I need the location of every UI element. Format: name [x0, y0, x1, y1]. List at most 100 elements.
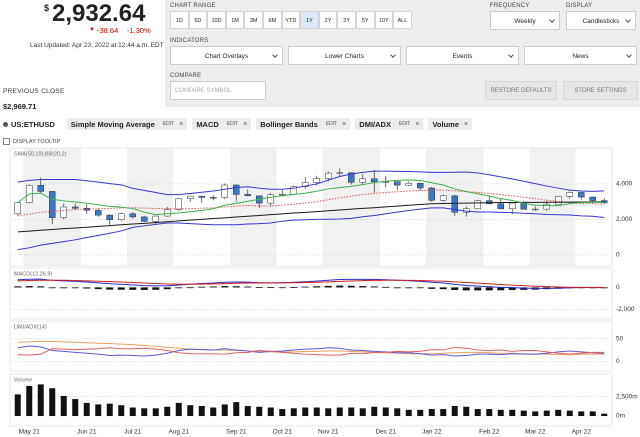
- study-remove[interactable]: ×: [464, 120, 469, 128]
- range-button[interactable]: 10Y: [374, 11, 394, 29]
- volume-bar: [164, 406, 171, 416]
- study-remove[interactable]: ×: [179, 120, 184, 128]
- study-name: Volume: [432, 119, 459, 129]
- indicator-label: News: [572, 53, 589, 60]
- range-button[interactable]: 6M: [262, 11, 282, 29]
- volume-bar: [302, 407, 309, 416]
- histogram-bar: [474, 287, 482, 291]
- histogram-bar: [520, 287, 528, 290]
- range-button[interactable]: 1D: [170, 11, 189, 29]
- last-updated: Last Updated: Apr 23, 2022 at 12:44 a.m.…: [30, 42, 164, 49]
- indicator-line: [17, 179, 605, 216]
- candle-body: [555, 196, 562, 205]
- histogram-bar: [209, 286, 217, 288]
- candle-body: [325, 172, 332, 179]
- compare-label: COMPARE: [170, 73, 202, 79]
- study-edit[interactable]: EDIT: [325, 121, 338, 127]
- candle-body: [336, 172, 343, 174]
- candle-body: [371, 178, 378, 183]
- histogram-bar: [428, 287, 436, 289]
- compare-input[interactable]: COMPARE SYMBOL: [170, 81, 266, 100]
- range-button[interactable]: 5Y: [355, 11, 375, 29]
- volume-bar: [198, 405, 205, 416]
- histogram-bar: [186, 287, 194, 289]
- volume-bar: [106, 403, 113, 416]
- frequency-dropdown[interactable]: Weekly: [490, 11, 560, 30]
- button-label: RESTORE DEFAULTS: [490, 88, 552, 94]
- indicator-dropdowns: Chart Overlays Lower Charts Events News: [170, 46, 637, 65]
- panel-frame: [9, 147, 613, 267]
- study-chip[interactable]: Volume ×: [428, 118, 473, 130]
- range-button[interactable]: 3M: [244, 11, 263, 29]
- study-remove[interactable]: ×: [415, 120, 420, 128]
- study-edit[interactable]: EDIT: [226, 121, 239, 127]
- study-toolbar: US:ETHUSD Simple Moving Average EDIT × MACD…: [3, 118, 477, 130]
- candle-body: [578, 192, 585, 198]
- candle-body: [256, 195, 263, 204]
- y-tick-label: 50: [616, 335, 624, 342]
- histogram-bar: [543, 287, 551, 290]
- indicators-label: INDICATORS: [170, 38, 209, 44]
- range-button[interactable]: 3Y: [337, 11, 356, 29]
- study-edit[interactable]: EDIT: [162, 121, 175, 127]
- range-button[interactable]: 10D: [207, 11, 226, 29]
- study-edit[interactable]: EDIT: [398, 121, 411, 127]
- study-remove[interactable]: ×: [243, 120, 248, 128]
- controls-panel: CHART RANGE 1D 5D 10D 1M 3M 6M YTD 1Y 2Y 3Y 5Y 10Y A…: [165, 0, 640, 107]
- tooltip-toggle[interactable]: DISPLAY TOOLTIP: [3, 138, 60, 145]
- indicator-dropdown[interactable]: News: [524, 46, 637, 65]
- indicator-line: [17, 207, 605, 251]
- month-band: [529, 148, 576, 266]
- chevron: [625, 17, 631, 23]
- x-tick-label: Aug 21: [168, 429, 189, 436]
- indicator-dropdown[interactable]: Chart Overlays: [170, 46, 283, 65]
- panel-label: SMA(50,10),BB(20,2): [14, 151, 67, 157]
- range-button[interactable]: 2Y: [318, 11, 338, 29]
- volume-bar: [382, 407, 389, 416]
- study-chip[interactable]: Simple Moving Average EDIT ×: [66, 118, 188, 130]
- candle-body: [95, 210, 102, 216]
- range-button[interactable]: ALL: [393, 11, 412, 29]
- candle-body: [520, 202, 527, 210]
- volume-bar: [509, 409, 516, 416]
- histogram-bar: [554, 287, 562, 289]
- indicator-dropdown[interactable]: Events: [406, 46, 519, 65]
- volume-bar: [532, 411, 539, 416]
- volume-bar: [26, 385, 33, 416]
- volume-bar: [543, 410, 550, 416]
- candle-body: [394, 181, 401, 186]
- study-chip[interactable]: DMI/ADX EDIT ×: [355, 118, 424, 130]
- display-label: DISPLAY: [566, 3, 593, 9]
- candle-body: [302, 182, 309, 187]
- store-settings-button[interactable]: STORE SETTINGS: [563, 81, 638, 100]
- study-chip[interactable]: MACD EDIT ×: [192, 118, 252, 130]
- display-dropdown[interactable]: Candlesticks: [566, 11, 636, 30]
- histogram-bar: [531, 287, 539, 290]
- range-button[interactable]: 1M: [225, 11, 245, 29]
- histogram-bar: [60, 287, 68, 289]
- range-button[interactable]: 5D: [188, 11, 208, 29]
- candle-body: [141, 216, 148, 222]
- month-band: [426, 148, 484, 266]
- checkbox: [3, 138, 10, 145]
- histogram-bar: [83, 287, 91, 289]
- range-button[interactable]: YTD: [281, 11, 301, 29]
- volume-bar: [187, 405, 194, 416]
- indicator-dropdown[interactable]: Lower Charts: [288, 46, 401, 65]
- indicator-label: Lower Charts: [325, 53, 364, 60]
- volume-bar: [497, 409, 504, 416]
- x-tick-label: Dec 21: [375, 429, 396, 436]
- study-chip[interactable]: Bollinger Bands EDIT ×: [256, 118, 351, 130]
- histogram-bar: [175, 287, 183, 289]
- range-button[interactable]: 1Y: [300, 11, 319, 29]
- histogram-bar: [462, 287, 470, 291]
- x-tick-label: Apr 22: [572, 429, 592, 436]
- chevron: [390, 52, 396, 58]
- histogram-bar: [25, 286, 33, 288]
- study-remove[interactable]: ×: [342, 120, 347, 128]
- candle-body: [49, 191, 56, 218]
- restore-defaults-button[interactable]: RESTORE DEFAULTS: [485, 81, 557, 100]
- volume-bar: [49, 388, 56, 416]
- y-tick-label: 0m: [616, 413, 625, 420]
- volume-bar: [233, 402, 240, 416]
